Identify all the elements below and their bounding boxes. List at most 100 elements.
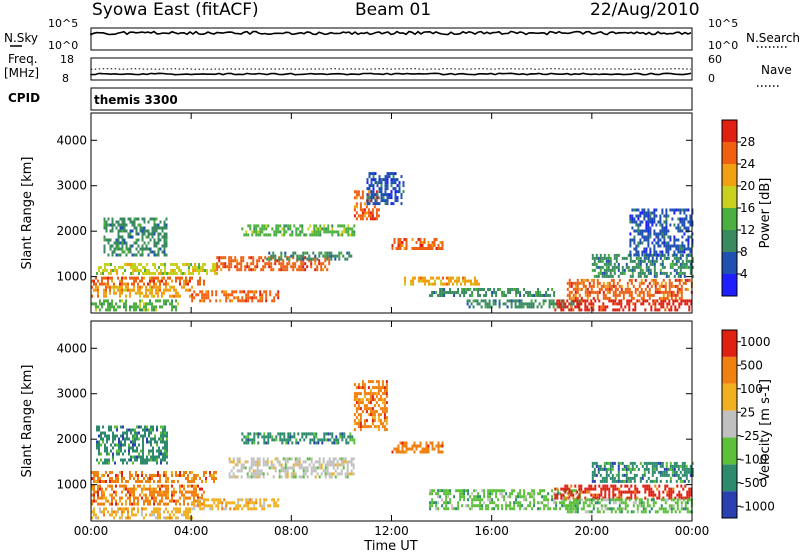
rti-cell	[588, 501, 591, 505]
rti-cell	[480, 305, 483, 309]
rti-cell	[161, 496, 163, 500]
rti-cell	[372, 196, 375, 200]
rti-cell	[111, 477, 113, 480]
rti-cell	[448, 282, 450, 286]
rti-cell	[690, 493, 693, 497]
rti-cell	[383, 389, 386, 393]
rti-cell	[681, 217, 684, 221]
rti-cell	[111, 513, 113, 517]
rti-cell	[149, 493, 151, 497]
rti-cell	[617, 268, 620, 272]
rti-cell	[582, 278, 585, 282]
rti-cell	[378, 202, 381, 206]
rti-cell	[681, 223, 684, 227]
rti-cell	[560, 493, 563, 497]
rti-cell	[274, 469, 277, 473]
rti-cell	[161, 250, 164, 254]
rti-cell	[106, 449, 108, 453]
rti-cell	[384, 190, 387, 194]
rti-cell	[660, 281, 663, 285]
rti-cell	[659, 244, 662, 248]
rti-cell	[199, 507, 202, 511]
rti-cell	[121, 244, 124, 248]
rti-cell	[249, 432, 252, 436]
rti-cell	[588, 504, 591, 508]
rti-cell	[108, 458, 110, 462]
rti-cell	[123, 487, 125, 491]
rti-cell	[371, 214, 374, 218]
rti-cell	[137, 232, 140, 236]
rti-cell	[627, 479, 630, 483]
rti-cell	[183, 493, 185, 497]
rti-cell	[148, 272, 150, 275]
rti-cell	[149, 299, 151, 303]
rti-cell	[117, 247, 120, 251]
rti-cell	[643, 211, 646, 215]
rti-cell	[318, 457, 321, 461]
rti-cell	[386, 199, 389, 203]
rti-cell	[651, 479, 654, 483]
rti-cell	[453, 495, 456, 499]
rti-cell	[685, 259, 688, 263]
rti-cell	[385, 410, 388, 414]
rti-cell	[121, 513, 123, 517]
rti-cell	[431, 501, 434, 505]
rti-cell	[103, 247, 106, 251]
rti-cell	[213, 480, 215, 483]
rti-cell	[611, 464, 614, 468]
rti-cell	[688, 493, 691, 497]
rti-cell	[106, 440, 108, 444]
rti-cell	[260, 268, 263, 272]
rti-cell	[372, 172, 375, 176]
rti-cell	[663, 473, 666, 477]
rti-cell	[155, 291, 157, 295]
rti-cell	[555, 507, 558, 511]
rti-cell	[391, 244, 394, 247]
rti-cell	[394, 172, 397, 176]
rti-cell	[683, 208, 686, 212]
rti-cell	[505, 492, 508, 496]
rti-cell	[396, 196, 399, 200]
rti-cell	[601, 479, 604, 483]
rti-cell	[659, 220, 662, 224]
rti-cell	[658, 493, 661, 497]
rti-cell	[203, 293, 206, 297]
rti-cell	[251, 441, 254, 445]
rti-cell	[596, 501, 599, 505]
rti-cell	[644, 484, 647, 488]
rti-cell	[157, 516, 159, 520]
rti-cell	[292, 251, 295, 255]
rti-cell	[411, 444, 414, 448]
rti-cell	[176, 272, 178, 275]
rti-cell	[365, 392, 368, 396]
rti-cell	[275, 224, 278, 228]
rti-cell	[155, 487, 157, 491]
rti-cell	[592, 296, 595, 300]
rti-cell	[262, 475, 265, 479]
rti-cell	[679, 479, 682, 483]
rti-cell	[369, 211, 372, 215]
rti-cell	[551, 288, 554, 291]
rti-cell	[225, 299, 228, 303]
rti-cell	[158, 446, 160, 450]
rti-cell	[649, 253, 652, 257]
rti-cell	[603, 467, 606, 471]
rti-cell	[125, 487, 127, 491]
rti-cell	[441, 441, 444, 445]
rti-cell	[125, 507, 127, 511]
rti-cell	[681, 229, 684, 233]
rti-cell	[115, 490, 117, 494]
rti-cell	[105, 487, 107, 491]
rti-cell	[570, 501, 573, 505]
rti-cell	[340, 463, 343, 467]
rti-cell	[421, 244, 424, 247]
rti-cell	[201, 299, 204, 303]
rti-cell	[444, 282, 446, 286]
rti-cell	[670, 510, 673, 514]
rti-cell	[267, 438, 270, 442]
rti-cell	[167, 299, 169, 303]
rti-cell	[654, 281, 657, 285]
rti-cell	[259, 498, 262, 502]
rti-cell	[169, 516, 171, 520]
rti-cell	[151, 235, 154, 239]
